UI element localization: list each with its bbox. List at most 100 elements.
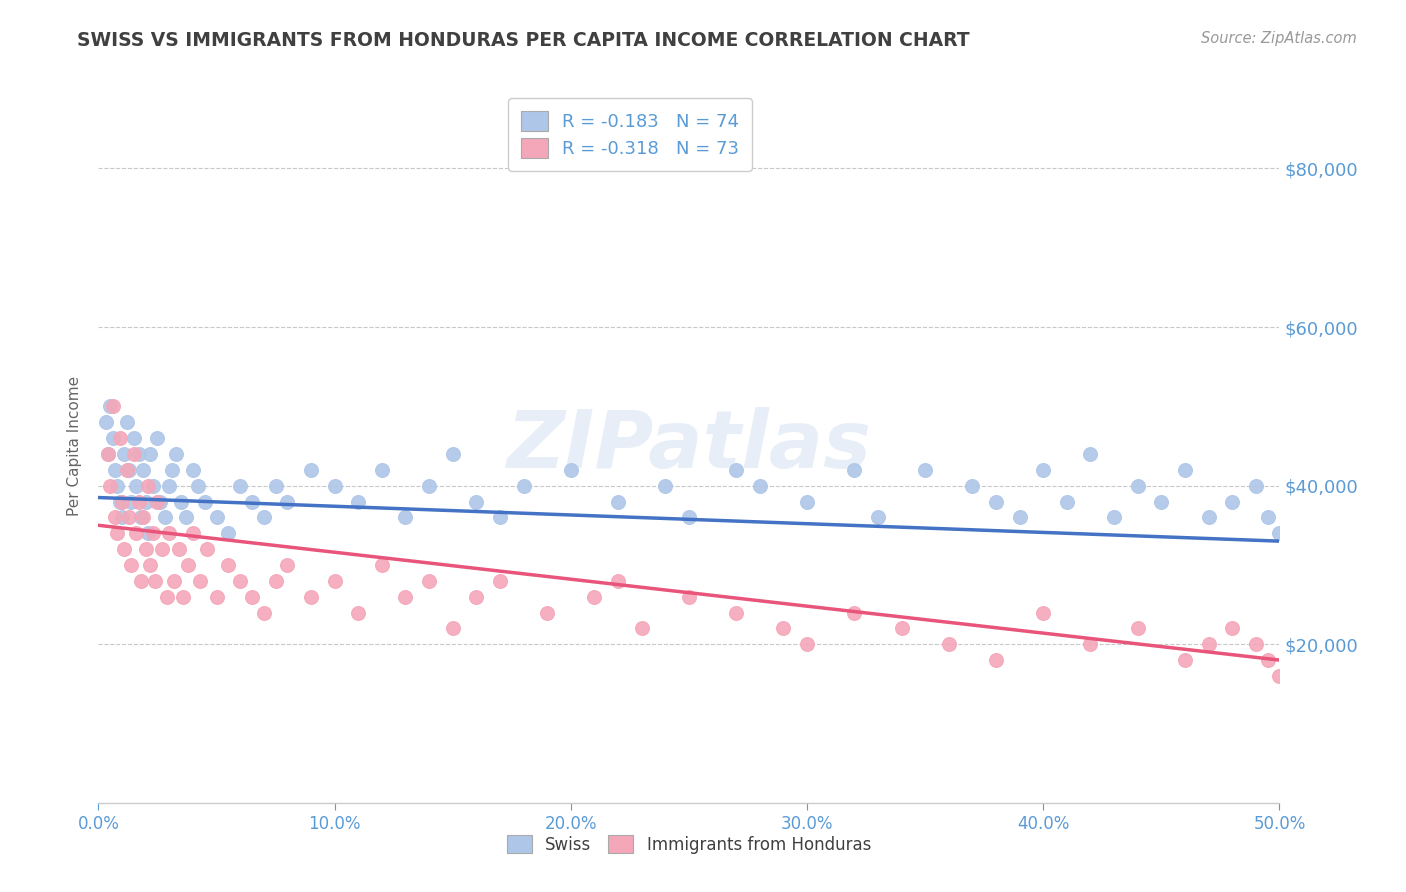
Point (146, 494, 169, 508)
Point (160, 463, 183, 477)
Point (1279, 637, 1302, 651)
Point (654, 478, 676, 492)
Point (187, 478, 209, 492)
Point (132, 510, 155, 524)
Point (129, 510, 152, 524)
Point (276, 494, 298, 508)
Point (240, 494, 263, 508)
Point (938, 637, 960, 651)
Point (607, 574, 630, 588)
Point (112, 447, 135, 461)
Point (536, 606, 558, 620)
Point (205, 590, 228, 604)
Point (1244, 478, 1267, 492)
Point (984, 653, 1007, 667)
Point (630, 621, 652, 635)
Point (489, 510, 512, 524)
Point (97, 447, 120, 461)
Point (112, 542, 135, 557)
Point (1150, 494, 1173, 508)
Point (1174, 463, 1197, 477)
Point (607, 494, 630, 508)
Point (323, 478, 346, 492)
Point (195, 542, 218, 557)
Point (465, 494, 488, 508)
Point (101, 431, 124, 445)
Point (394, 590, 416, 604)
Point (174, 510, 197, 524)
Point (725, 463, 748, 477)
Point (163, 574, 186, 588)
Point (264, 478, 287, 492)
Point (253, 606, 276, 620)
Legend: Swiss, Immigrants from Honduras: Swiss, Immigrants from Honduras (499, 827, 879, 863)
Point (1244, 637, 1267, 651)
Text: SWISS VS IMMIGRANTS FROM HONDURAS PER CAPITA INCOME CORRELATION CHART: SWISS VS IMMIGRANTS FROM HONDURAS PER CA… (77, 31, 970, 50)
Point (101, 400, 124, 414)
Point (104, 463, 127, 477)
Point (394, 510, 416, 524)
Point (1032, 463, 1054, 477)
Point (172, 590, 194, 604)
Point (1257, 510, 1279, 524)
Point (104, 510, 127, 524)
Point (108, 494, 131, 508)
Point (153, 510, 176, 524)
Point (1268, 526, 1291, 541)
Y-axis label: Per Capita Income: Per Capita Income (67, 376, 83, 516)
Text: ZIPatlas: ZIPatlas (506, 407, 872, 485)
Point (143, 574, 166, 588)
Point (181, 526, 204, 541)
Point (1339, 685, 1361, 699)
Point (118, 463, 141, 477)
Point (1292, 653, 1315, 667)
Point (323, 574, 346, 588)
Point (890, 621, 912, 635)
Point (465, 590, 488, 604)
Point (217, 558, 239, 572)
Point (125, 478, 148, 492)
Point (1008, 510, 1031, 524)
Point (229, 478, 252, 492)
Point (135, 542, 157, 557)
Point (418, 478, 440, 492)
Point (150, 542, 173, 557)
Point (1080, 447, 1102, 461)
Point (132, 463, 155, 477)
Point (125, 526, 148, 541)
Point (748, 478, 770, 492)
Point (418, 574, 440, 588)
Point (1220, 621, 1243, 635)
Point (108, 431, 131, 445)
Point (167, 542, 190, 557)
Point (156, 590, 179, 604)
Point (146, 431, 169, 445)
Point (489, 574, 512, 588)
Point (1198, 637, 1220, 651)
Point (157, 526, 180, 541)
Point (205, 510, 228, 524)
Point (441, 621, 464, 635)
Point (105, 526, 128, 541)
Point (157, 478, 180, 492)
Point (678, 510, 700, 524)
Point (844, 463, 866, 477)
Point (299, 590, 322, 604)
Point (129, 574, 152, 588)
Point (115, 415, 138, 429)
Point (276, 558, 298, 572)
Point (217, 526, 239, 541)
Point (142, 526, 165, 541)
Point (105, 478, 128, 492)
Point (115, 463, 138, 477)
Point (118, 510, 141, 524)
Point (122, 431, 145, 445)
Point (866, 510, 889, 524)
Point (371, 558, 394, 572)
Point (122, 447, 145, 461)
Point (128, 494, 150, 508)
Point (844, 606, 866, 620)
Point (560, 463, 582, 477)
Point (347, 606, 370, 620)
Point (240, 590, 263, 604)
